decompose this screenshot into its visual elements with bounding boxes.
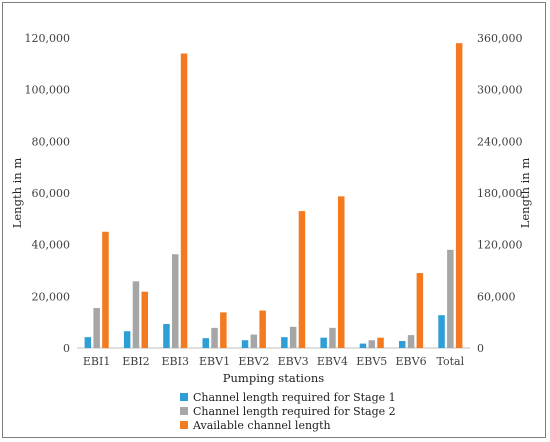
x-tick-label: EBV4: [317, 355, 348, 368]
bar-ebv3-series-3: [298, 211, 306, 348]
bar-ebv5-series-1: [359, 343, 367, 348]
y2-tick-label: 240,000: [477, 135, 523, 148]
y2-tick-label: 120,000: [477, 239, 523, 252]
bar-ebv1-series-3: [220, 312, 227, 348]
x-tick-label: EBI2: [122, 355, 149, 368]
bar-ebv3-series-1: [281, 337, 288, 348]
y-tick-label: 100,000: [25, 84, 71, 97]
bars: [84, 43, 463, 349]
y2-axis-title: Length in m: [518, 158, 532, 229]
x-tick-label: EBI3: [162, 355, 189, 368]
bar-ebv1-series-2: [211, 327, 218, 348]
legend-label-3: Available channel length: [192, 419, 331, 432]
legend-label-2: Channel length required for Stage 2: [193, 405, 396, 418]
y-tick-label: 60,000: [32, 187, 71, 200]
bar-ebi3-series-1: [163, 323, 170, 348]
bar-ebi2-series-1: [123, 331, 131, 348]
bar-ebv6-series-2: [407, 335, 415, 348]
y-tick-label: 120,000: [25, 32, 71, 45]
right-axis-ticks: 0 60,000 120,000 180,000 240,000 300,000 360,0…: [477, 32, 523, 355]
legend-swatch-2: [180, 407, 188, 415]
x-axis-title: Pumping stations: [223, 371, 325, 385]
y2-tick-label: 360,000: [477, 32, 523, 45]
x-tick-label: EBI1: [83, 355, 110, 368]
legend: Channel length required for Stage 1Chann…: [180, 391, 396, 432]
bar-ebv1-series-1: [202, 338, 209, 348]
bar-total-series-1: [438, 315, 445, 348]
y-tick-label: 0: [63, 342, 70, 355]
x-tick-label: EBV1: [199, 355, 230, 368]
bar-ebv2-series-1: [241, 340, 249, 348]
bar-ebv2-series-2: [250, 334, 258, 348]
legend-swatch-3: [180, 421, 188, 429]
y-tick-label: 20,000: [32, 290, 71, 303]
bar-ebi1-series-3: [102, 231, 109, 348]
bar-ebv2-series-3: [259, 310, 266, 348]
bar-ebv4-series-1: [320, 337, 327, 348]
bar-total-series-3: [455, 43, 463, 349]
bar-ebv5-series-2: [368, 340, 375, 348]
y2-tick-label: 0: [477, 342, 484, 355]
legend-swatch-1: [180, 393, 188, 401]
x-tick-label: EBV5: [356, 355, 387, 368]
bar-ebi2-series-3: [141, 291, 148, 348]
chart-frame: [2, 2, 546, 438]
y2-tick-label: 300,000: [477, 84, 523, 97]
bar-ebv3-series-2: [289, 326, 297, 348]
bar-ebi1-series-2: [93, 307, 100, 348]
x-tick-label: Total: [437, 355, 465, 368]
x-tick-label: EBV2: [238, 355, 269, 368]
x-tick-label: EBV3: [278, 355, 309, 368]
bar-ebi3-series-2: [172, 254, 179, 348]
y2-tick-label: 60,000: [477, 290, 516, 303]
bar-ebv5-series-3: [377, 337, 384, 348]
y2-tick-label: 180,000: [477, 187, 523, 200]
bar-ebv6-series-3: [416, 273, 424, 348]
bar-ebv4-series-3: [338, 196, 345, 348]
y-tick-label: 40,000: [32, 239, 71, 252]
x-axis-ticks: EBI1 EBI2 EBI3 EBV1 EBV2 EBV3 EBV4 EBV5 EBV6 Tota…: [83, 355, 465, 368]
legend-label-1: Channel length required for Stage 1: [193, 391, 396, 404]
bar-ebi2-series-2: [132, 281, 140, 348]
bar-ebv4-series-2: [329, 327, 336, 348]
y-axis-title: Length in m: [10, 158, 24, 229]
bar-ebi1-series-1: [84, 337, 92, 348]
left-axis-ticks: 0 20,000 40,000 60,000 80,000 100,000 120,000: [25, 32, 71, 355]
bar-total-series-2: [447, 249, 454, 348]
bar-ebv6-series-1: [399, 341, 406, 348]
bar-ebi3-series-3: [180, 53, 188, 348]
y-tick-label: 80,000: [32, 135, 71, 148]
x-tick-label: EBV6: [396, 355, 427, 368]
